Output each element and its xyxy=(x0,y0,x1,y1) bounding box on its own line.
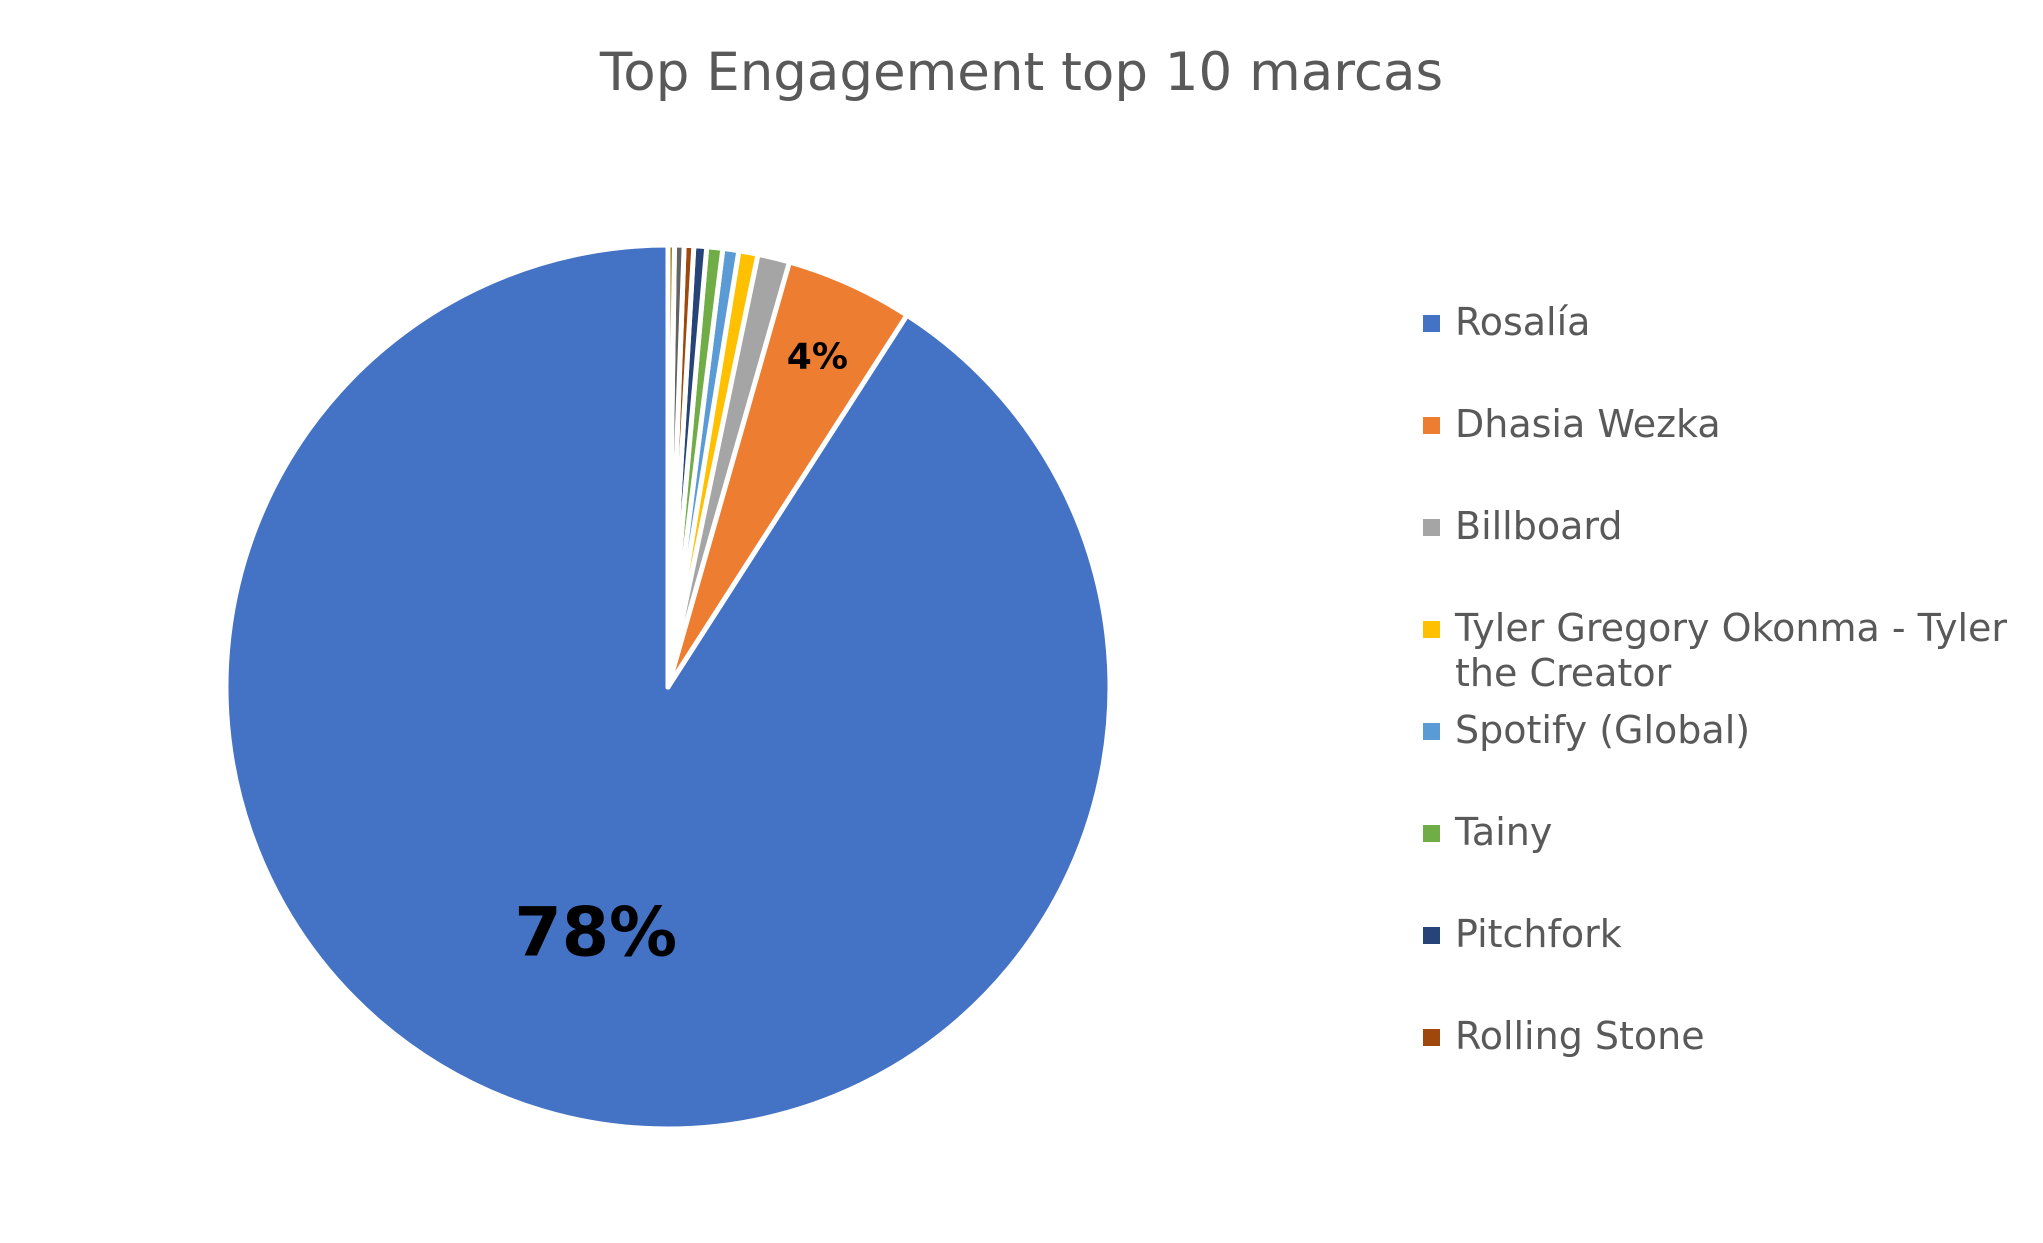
legend-swatch xyxy=(1423,315,1440,332)
legend-label: Rosalía xyxy=(1455,300,1591,344)
legend-label: Dhasia Wezka xyxy=(1455,402,1721,446)
legend-label: Pitchfork xyxy=(1455,912,1622,956)
legend-swatch xyxy=(1423,927,1440,944)
legend-item: Dhasia Wezka xyxy=(1423,402,2015,447)
chart-title: Top Engagement top 10 marcas xyxy=(599,42,1444,103)
legend-swatch xyxy=(1423,621,1440,638)
pie-slice-10 xyxy=(665,242,677,690)
legend-item: Billboard xyxy=(1423,504,2015,549)
legend-label: Rolling Stone xyxy=(1455,1014,1705,1058)
legend-label: Tyler Gregory Okonma - Tyler the Creator xyxy=(1455,606,2008,695)
data-label-1: 78% xyxy=(514,893,677,972)
legend-item: Tyler Gregory Okonma - Tyler the Creator xyxy=(1423,606,2015,696)
legend-item: Pitchfork xyxy=(1423,912,2015,957)
legend-item: Rosalía xyxy=(1423,300,2015,345)
data-label-2: 4% xyxy=(787,336,848,377)
legend-swatch xyxy=(1423,417,1440,434)
legend-label: Billboard xyxy=(1455,504,1623,548)
legend-item: Rolling Stone xyxy=(1423,1014,2015,1059)
legend-item: Spotify (Global) xyxy=(1423,708,2015,753)
legend-swatch xyxy=(1423,723,1440,740)
legend-swatch xyxy=(1423,519,1440,536)
legend-item: Tainy xyxy=(1423,810,2015,855)
legend-label: Tainy xyxy=(1455,810,1553,854)
legend-label: Spotify (Global) xyxy=(1455,708,1751,752)
legend-swatch xyxy=(1423,825,1440,842)
legend-swatch xyxy=(1423,1029,1440,1046)
